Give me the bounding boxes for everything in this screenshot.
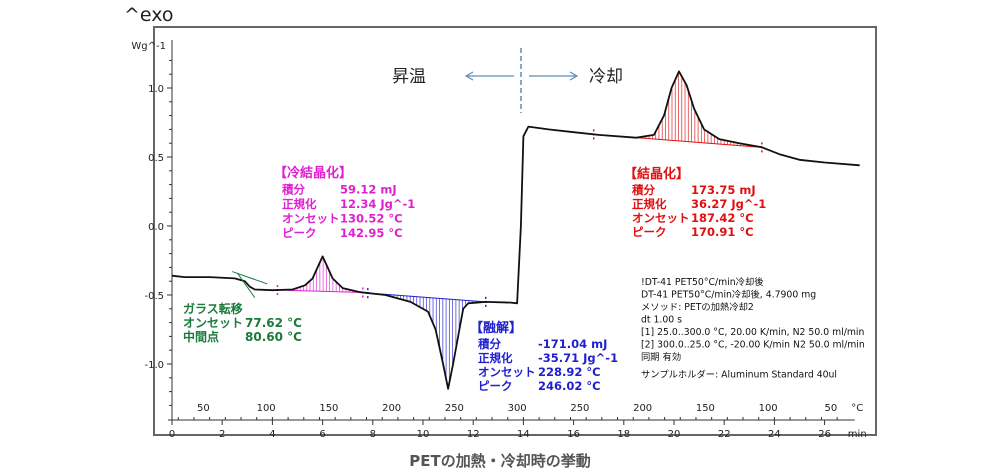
left-arrow-head [464,71,474,81]
info-line: [1] 25.0..300.0 °C, 20.00 K/min, N2 50.0… [641,327,864,338]
tg-tangent [236,272,256,299]
cold-crystallization-row-label: 積分 [281,183,305,197]
melting-row-label: 正規化 [478,351,513,365]
melting-row-value: 228.92 °C [538,365,601,379]
info-line: [2] 300.0..25.0 °C, -20.00 K/min N2 50.0… [641,340,865,351]
glass-transition-row-label: オンセット [183,316,243,330]
glass-transition-row-value: 77.62 °C [245,316,302,330]
heating-label: 昇温 [392,67,426,87]
x-tick-label: 0 [169,429,175,440]
cold-crystallization-row-label: オンセット [282,212,340,226]
x-tick-label: 8 [370,429,376,440]
info-line: メソッド: PETの加熱冷却2 [641,301,754,313]
cold-crystallization-row-value: 12.34 Jg^-1 [340,197,415,211]
y-axis-unit: Wg^-1 [131,41,166,52]
exo-direction-label: ^exo [124,4,174,26]
glass-transition-row-label: 中間点 [183,329,219,344]
chart-frame [153,26,877,436]
x-tick-label: 16 [567,429,580,440]
glass-transition-title: ガラス転移 [183,301,243,316]
info-line: dt 1.00 s [641,315,682,326]
curve-group [171,70,860,390]
crystallization-row-label: オンセット [632,211,690,225]
crystallization-row-value: 187.42 °C [691,211,754,225]
x-tick-label: 14 [517,429,530,440]
temp-tick-label: 50 [825,403,838,414]
x-tick-label: 4 [269,429,275,440]
melting-row-value: 246.02 °C [538,379,601,393]
crystallization-row-value: 173.75 mJ [691,183,756,197]
peak-fills [276,72,763,383]
temp-tick-label: 250 [445,403,464,414]
melting-row-label: ピーク [478,379,513,393]
temp-tick-label: 250 [570,403,589,414]
cold-crystallization-row-value: 59.12 mJ [340,183,397,197]
melting-title: 【融解】 [470,320,522,336]
melting-row-value: -35.71 Jg^-1 [538,351,618,365]
info-line: !DT-41 PET50°C/min冷却後 [641,276,764,288]
dsc-curve [171,70,860,390]
y-tick-label: -1.0 [144,360,164,371]
temp-tick-label: 200 [633,403,652,414]
info-line: サンプルホルダー: Aluminum Standard 40ul [641,369,837,381]
crystallization-row-value: 170.91 °C [691,225,754,239]
figure-caption: PETの加熱・冷却時の挙動 [409,452,591,470]
cooling-label: 冷却 [589,67,623,87]
y-tick-label: 0.5 [148,153,164,164]
cold-crystallization-title: 【冷結晶化】 [274,165,352,181]
y-tick-label: -0.5 [144,291,164,302]
x-tick-label: 12 [467,429,480,440]
crystallization-row-label: ピーク [632,225,667,239]
info-line: DT-41 PET50°C/min冷却後, 4.7900 mg [641,289,816,301]
x-tick-label: 20 [668,429,681,440]
temp-tick-label: 300 [508,403,527,414]
temp-tick-label: 100 [257,403,276,414]
x-tick-label: 10 [417,429,430,440]
crystallization-row-label: 積分 [631,183,655,197]
y-tick-label: 0.0 [148,222,164,233]
temp-tick-label: 200 [382,403,401,414]
y-tick-label: 1.0 [148,84,164,95]
x-tick-label: 26 [818,429,831,440]
x-axis-unit: min [848,429,867,440]
x-tick-label: 2 [219,429,225,440]
x-tick-label: 6 [319,429,325,440]
glass-transition-row-value: 80.60 °C [245,330,302,344]
temp-tick-label: 50 [197,403,210,414]
x-tick-label: 22 [718,429,731,440]
cold-crystallization-row-value: 142.95 °C [340,226,403,240]
crystallization-row-value: 36.27 Jg^-1 [691,197,766,211]
temp-axis-unit: °C [851,403,863,414]
right-arrow-head [569,71,579,81]
melting-row-label: 積分 [477,337,501,351]
cold-crystallization-row-label: 正規化 [282,197,317,211]
direction-indicator: 昇温 冷却 [392,48,623,113]
melting-row-label: オンセット [478,365,536,379]
info-line: 同期 有効 [641,351,681,363]
x-tick-label: 18 [617,429,630,440]
x-tick-label: 24 [768,429,781,440]
cold-crystallization-row-value: 130.52 °C [340,212,403,226]
temp-tick-label: 100 [759,403,778,414]
cold-crystallization-row-label: ピーク [282,226,317,240]
temp-tick-label: 150 [696,403,715,414]
crystallization-row-label: 正規化 [632,197,667,211]
crystallization-title: 【結晶化】 [624,166,689,182]
temp-tick-label: 150 [319,403,338,414]
melting-row-value: -171.04 mJ [538,337,607,351]
y-axis: Wg^-1 1.0 0.5 0.0 -0.5 -1.0 [131,40,173,420]
